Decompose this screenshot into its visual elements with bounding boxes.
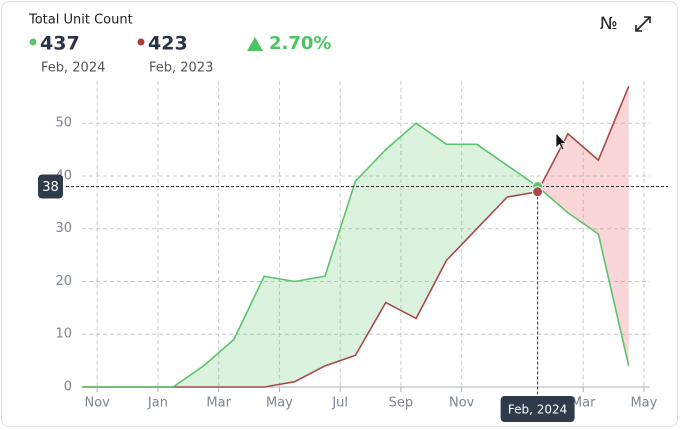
area-fill [233, 276, 265, 387]
x-tick-label: Mar [206, 396, 231, 411]
icon-button[interactable]: № [600, 14, 618, 34]
y-tick-label: 50 [55, 116, 72, 131]
area-fill [446, 144, 477, 261]
y-tick-label: 0 [64, 380, 72, 395]
x-badge-label: Feb, 2024 [508, 403, 567, 417]
x-tick-label: May [630, 396, 657, 411]
cursor [555, 132, 567, 151]
area-fill [507, 165, 538, 198]
title: Total Unit Count [28, 13, 133, 28]
point-marker [532, 186, 544, 198]
area-fill [539, 133, 568, 213]
current-value: 437 [40, 33, 80, 55]
y-badge-label: 38 [42, 180, 59, 195]
legend-dot [137, 38, 145, 46]
x-tick-label: Sep [389, 396, 414, 411]
x-badge [500, 396, 575, 422]
current-period: Feb, 2024 [41, 61, 105, 76]
x-tick-label: Nov [84, 396, 110, 411]
area-fill [324, 181, 356, 366]
legend-dot [29, 38, 37, 46]
area-fill [203, 339, 234, 387]
x-tick-label: Jan [147, 396, 168, 411]
area-fill [294, 276, 325, 382]
y-badge [38, 174, 63, 199]
y-tick-label: 10 [55, 327, 72, 342]
x-tick-label: Jul [331, 396, 348, 411]
x-tick-label: May [266, 396, 293, 411]
change: 2.70% [269, 33, 331, 54]
area-fill [598, 86, 629, 366]
x-tick-label: Mar [571, 396, 596, 411]
area-fill [416, 123, 447, 319]
x-tick-label: Nov [449, 396, 475, 411]
up-arrow [247, 37, 263, 51]
y-tick-label: 30 [55, 221, 72, 236]
area-fill [264, 276, 295, 387]
previous-period: Feb, 2023 [149, 61, 213, 76]
expand-button[interactable] [635, 16, 651, 32]
area-fill [567, 133, 599, 234]
area-fill [385, 123, 417, 319]
area-fill [355, 149, 386, 356]
y-tick-label: 20 [55, 274, 72, 289]
previous-value: 423 [148, 33, 188, 55]
